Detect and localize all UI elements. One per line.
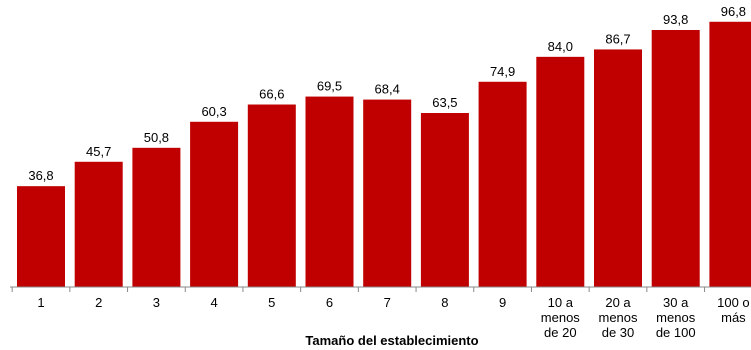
x-tick-label: 8: [441, 295, 448, 310]
bars: [17, 21, 751, 288]
bar: [536, 56, 585, 288]
bar: [247, 104, 296, 288]
x-tick-label-line: de 30: [602, 325, 635, 340]
x-tick-label-line: 9: [499, 295, 506, 310]
x-tick-label: 4: [210, 295, 217, 310]
bar-value-label: 63,5: [432, 95, 457, 110]
x-tick-label: 5: [268, 295, 275, 310]
x-tick-label-line: 20 a: [605, 295, 631, 310]
x-tick-label: 10 a menos de 20: [541, 295, 581, 340]
bar-value-label: 93,8: [663, 12, 688, 27]
x-tick-label-line: menos: [541, 310, 581, 325]
bar-value-label: 74,9: [490, 64, 515, 79]
value-labels: 36,8 45,7 50,8 60,3 66,6 69,5 68,4 63,5 74,9 84,0…: [28, 4, 746, 183]
bar: [363, 99, 412, 287]
x-tick-label-line: 4: [210, 295, 217, 310]
bar: [651, 29, 700, 287]
bar: [420, 113, 469, 287]
x-tick-label: 2: [95, 295, 102, 310]
x-tick-label-line: 100 o: [717, 295, 750, 310]
x-tick-label: 6: [326, 295, 333, 310]
bar: [132, 147, 181, 287]
x-tick-label-line: menos: [598, 310, 638, 325]
bar-value-label: 86,7: [605, 31, 630, 46]
bar-value-label: 50,8: [144, 130, 169, 145]
x-tick-label: 100 o más: [717, 295, 750, 325]
x-tick-label-line: 7: [384, 295, 391, 310]
bar-value-label: 69,5: [317, 79, 342, 94]
x-tick-label: 7: [384, 295, 391, 310]
x-tick-label-line: 3: [153, 295, 160, 310]
x-tick-label-line: 30 a: [663, 295, 689, 310]
bar-value-label: 84,0: [548, 39, 573, 54]
x-tick-label-line: 2: [95, 295, 102, 310]
bar: [74, 161, 123, 287]
x-tick-label-line: 10 a: [548, 295, 574, 310]
bar-value-label: 96,8: [721, 4, 746, 19]
bar-value-label: 36,8: [28, 168, 53, 183]
bar: [709, 21, 751, 287]
x-tick-label-line: 8: [441, 295, 448, 310]
x-tick-label-line: de 100: [656, 325, 696, 340]
x-tick-label-line: menos: [656, 310, 696, 325]
bar-value-label: 45,7: [86, 144, 111, 159]
bar: [478, 81, 527, 287]
bar: [594, 49, 642, 287]
bar: [17, 186, 65, 287]
x-tick-label-line: 6: [326, 295, 333, 310]
x-tick-label-line: 5: [268, 295, 275, 310]
bar-value-label: 68,4: [375, 82, 400, 97]
bar: [305, 96, 354, 287]
x-ticks: [11, 287, 706, 292]
x-tick-label: 20 a menos de 30: [598, 295, 638, 340]
bar: [190, 121, 239, 287]
x-tick-label-line: 1: [37, 295, 44, 310]
x-tick-label-line: más: [721, 310, 746, 325]
bar-value-label: 66,6: [259, 87, 284, 102]
x-tick-label: 1: [37, 295, 44, 310]
bar-value-label: 60,3: [201, 104, 226, 119]
x-tick-label: 30 a menos de 100: [656, 295, 696, 340]
x-tick-label: 3: [153, 295, 160, 310]
x-tick-label-line: de 20: [544, 325, 577, 340]
x-axis-title: Tamaño del establecimiento: [305, 333, 478, 348]
x-tick-label: 9: [499, 295, 506, 310]
